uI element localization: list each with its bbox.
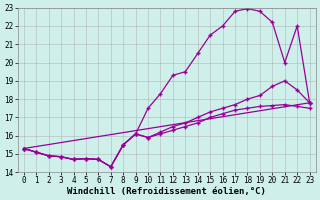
X-axis label: Windchill (Refroidissement éolien,°C): Windchill (Refroidissement éolien,°C)	[67, 187, 266, 196]
